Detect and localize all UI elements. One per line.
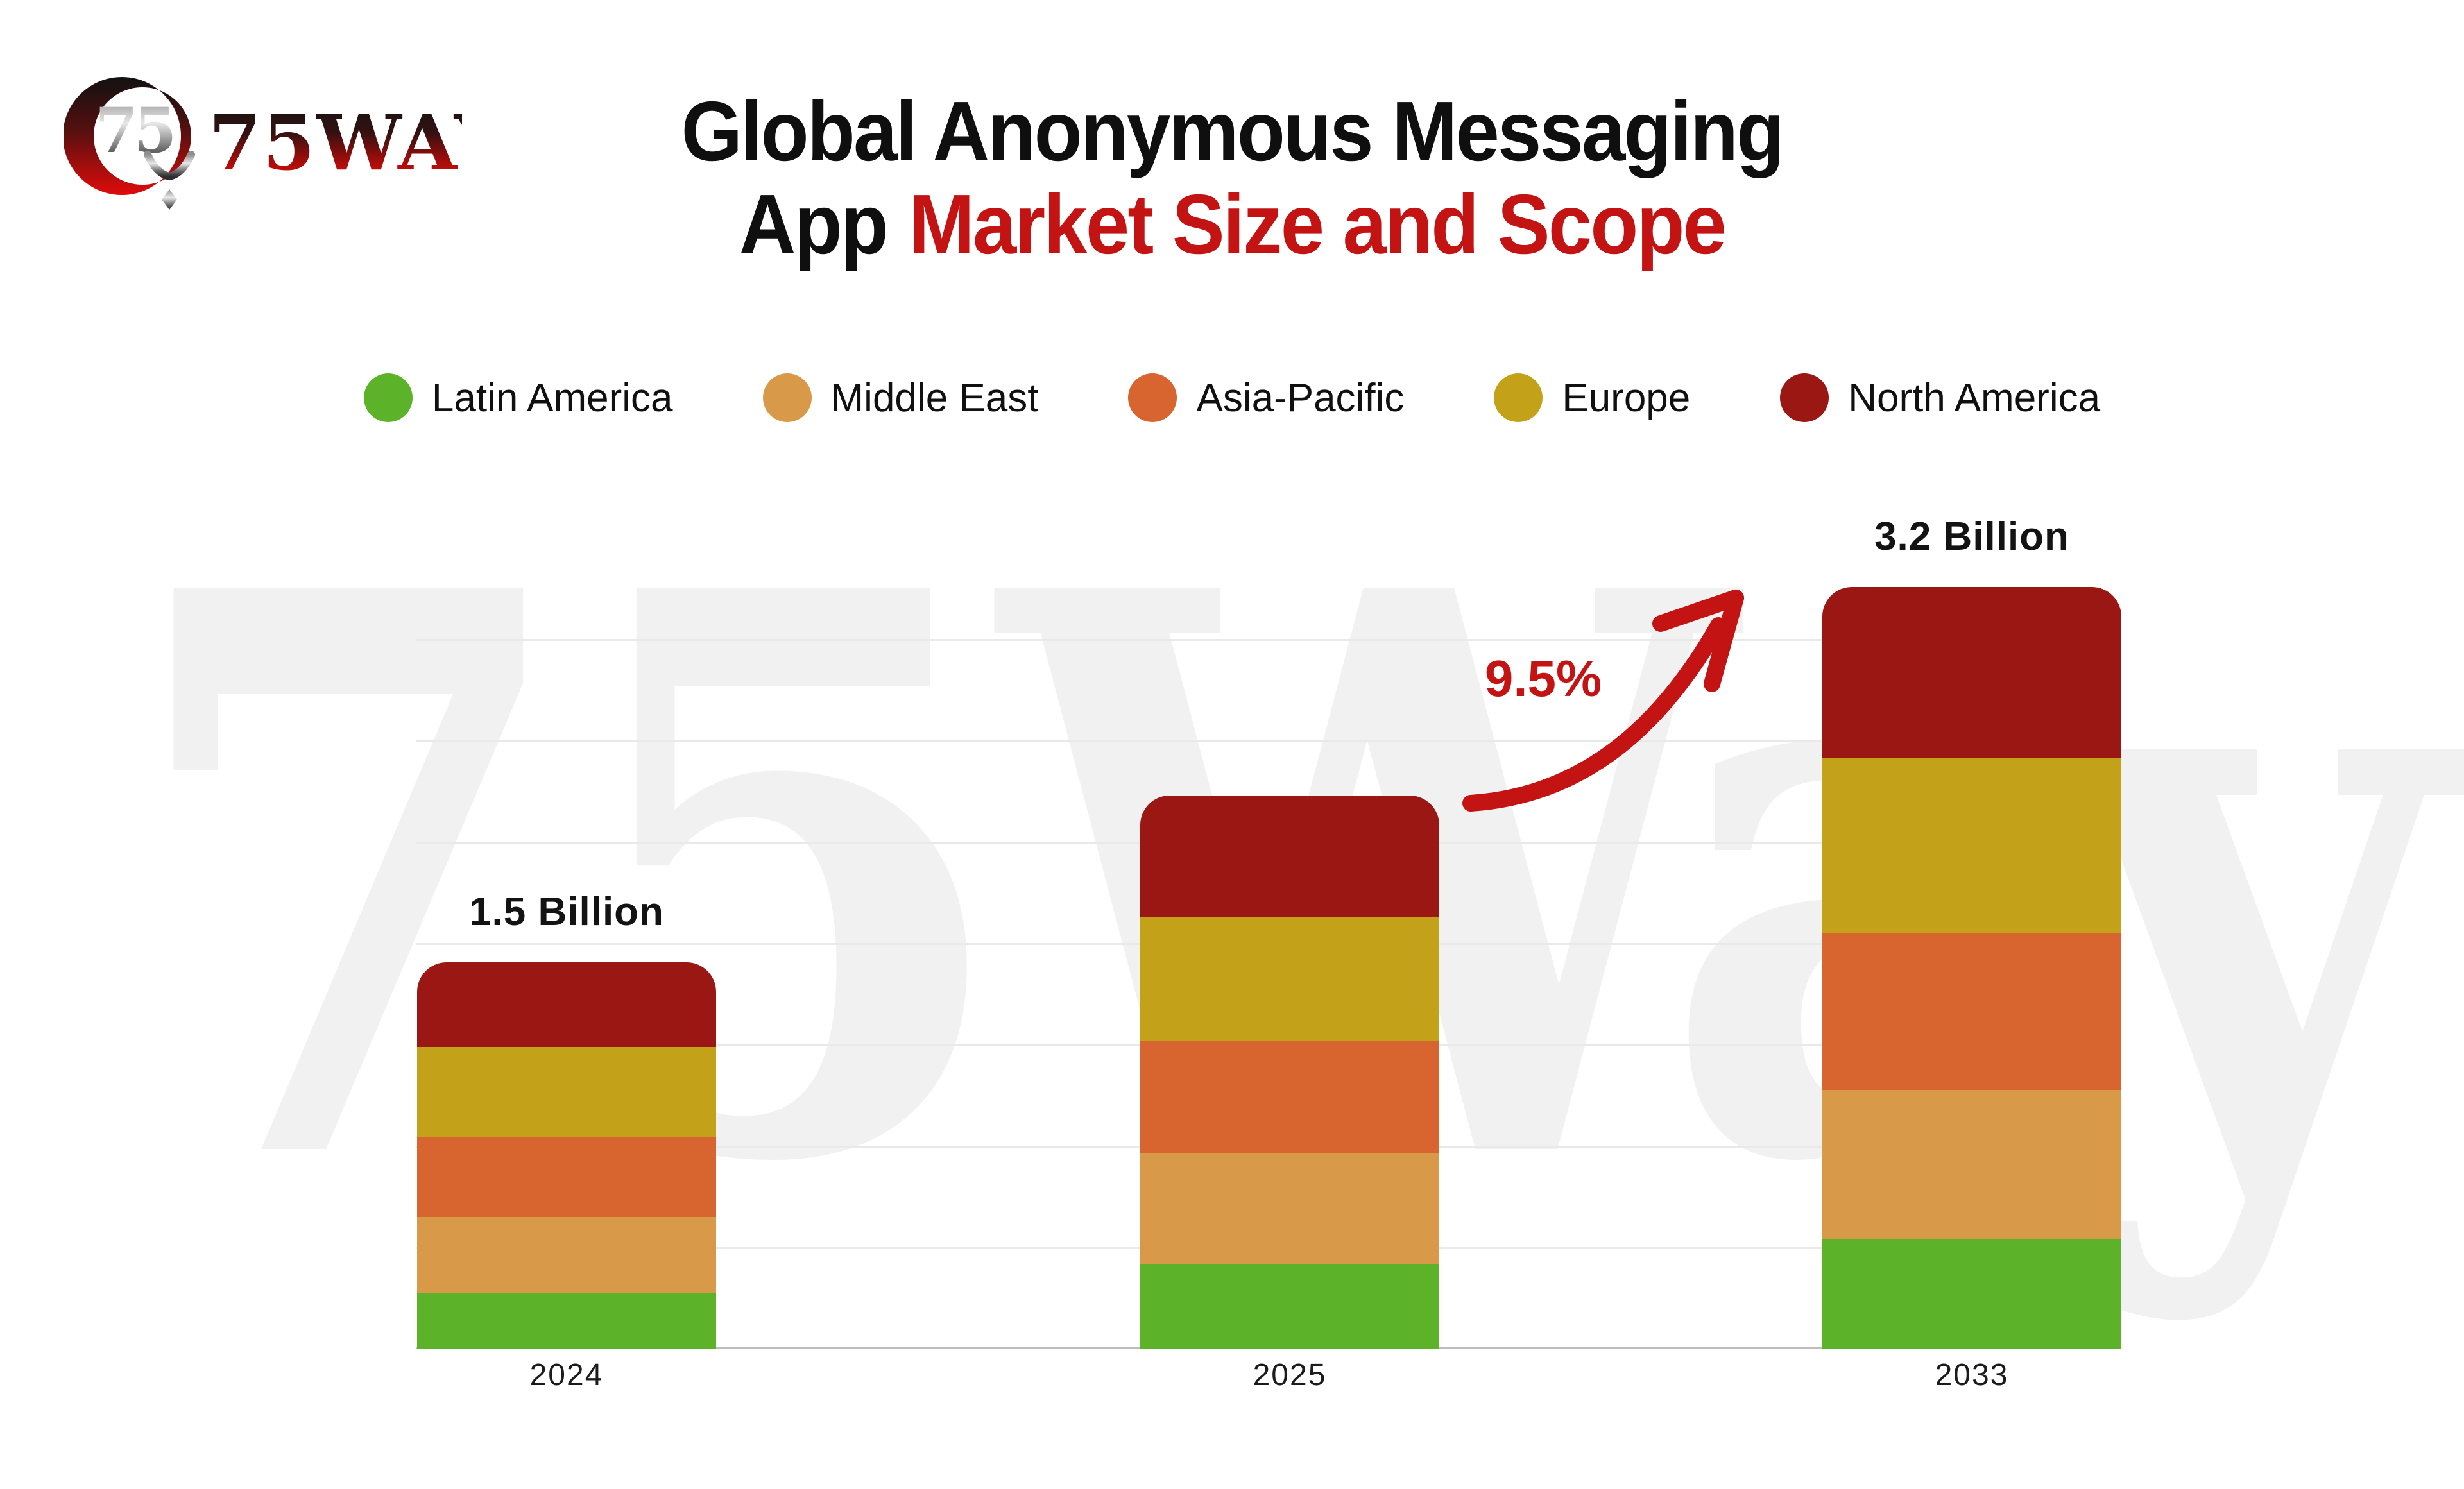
legend-swatch-icon [762, 373, 812, 422]
bar-segment-asia-pacific [1822, 933, 2121, 1090]
legend-swatch-icon [1494, 373, 1543, 422]
x-axis-label: 2025 [1253, 1358, 1327, 1392]
legend-swatch-icon [1780, 373, 1829, 422]
gridline [416, 639, 2121, 641]
legend-item: Europe [1494, 373, 1690, 422]
legend-label: Europe [1562, 375, 1691, 420]
bar-segment-europe [1140, 917, 1439, 1041]
bar-segment-middle-east [417, 1217, 716, 1293]
legend-label: Asia-Pacific [1196, 375, 1405, 420]
bar-segment-asia-pacific [417, 1137, 716, 1217]
svg-text:75: 75 [95, 94, 173, 167]
gridline [416, 740, 2121, 742]
x-axis-label: 2024 [529, 1358, 604, 1392]
bar-segment-middle-east [1822, 1090, 2121, 1239]
growth-rate-label: 9.5% [1484, 650, 1602, 707]
bar-total-label: 3.2 Billion [1874, 515, 2069, 559]
bar-segment-north-america [417, 962, 716, 1047]
bar-segment-asia-pacific [1140, 1041, 1439, 1153]
legend-label: Middle East [830, 375, 1039, 420]
legend-swatch-icon [363, 373, 413, 422]
bar-segment-europe [417, 1047, 716, 1137]
x-axis-label: 2033 [1935, 1358, 2009, 1392]
legend-item: Latin America [363, 373, 673, 422]
legend-item: North America [1780, 373, 2100, 422]
legend-item: Middle East [762, 373, 1039, 422]
bar-2025 [1140, 796, 1439, 1349]
brand-logo: 75 75WAY [63, 61, 508, 218]
brand-name: 75WAY [209, 98, 462, 187]
title-line2-black: App [739, 177, 889, 272]
bar-segment-latin-america [1140, 1264, 1439, 1349]
bar-segment-latin-america [417, 1293, 716, 1349]
bar-segment-middle-east [1140, 1153, 1439, 1264]
bar-segment-north-america [1822, 587, 2121, 758]
bar-segment-north-america [1140, 796, 1439, 917]
bar-segment-europe [1822, 758, 2121, 933]
legend-label: Latin America [431, 375, 673, 420]
page-title: Global Anonymous Messaging App Market Siz… [86, 85, 2377, 271]
bar-2024 [417, 962, 716, 1349]
legend-label: North America [1848, 375, 2101, 420]
bar-2033 [1822, 587, 2121, 1349]
title-line1: Global Anonymous Messaging [681, 84, 1785, 178]
legend-item: Asia-Pacific [1128, 373, 1404, 422]
bull-crescent-icon: 75 75WAY [63, 77, 508, 210]
bar-segment-latin-america [1822, 1239, 2121, 1349]
legend-swatch-icon [1128, 373, 1177, 422]
title-line2-red: Market Size and Scope [909, 177, 1727, 272]
title-line2: App Market Size and Scope [86, 178, 2377, 271]
bar-total-label: 1.5 Billion [469, 890, 664, 934]
chart-legend: Latin America Middle East Asia-Pacific Euro… [0, 373, 2464, 422]
